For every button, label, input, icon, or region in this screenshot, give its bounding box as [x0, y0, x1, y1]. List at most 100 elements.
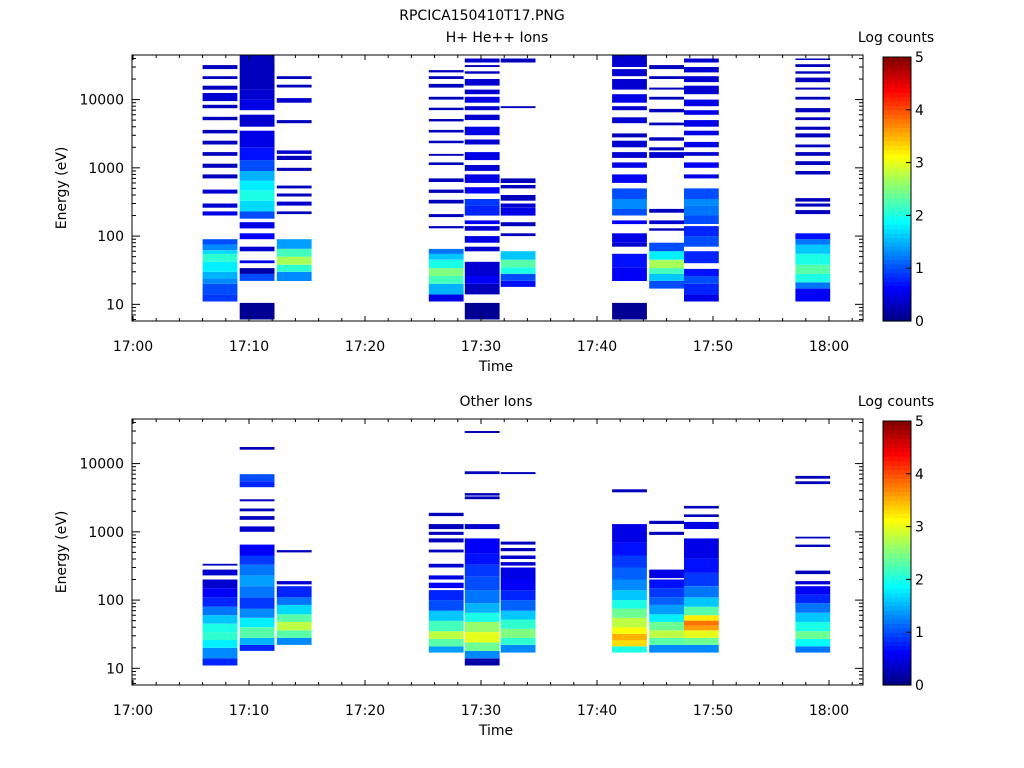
heatmap-cell: [612, 162, 647, 168]
colorbar-segment: [883, 605, 911, 611]
heatmap-cell: [795, 603, 831, 613]
heatmap-cell: [684, 606, 719, 616]
heatmap-cell: [464, 139, 500, 145]
colorbar-segment: [883, 101, 911, 106]
colorbar-segment: [883, 136, 911, 142]
colorbar-segment: [883, 241, 911, 247]
heatmap-cell: [428, 119, 464, 122]
axes: 17:00 17:10 17:20 17:30 17:40 17:50 18:00 10 100…: [79, 55, 863, 355]
heatmap-cell: [649, 122, 684, 126]
heatmap-cell: [239, 555, 275, 565]
heatmap-cell: [795, 638, 831, 647]
colorbar-segment: [883, 74, 911, 80]
heatmap-cell: [795, 288, 831, 302]
heatmap-cell: [202, 261, 238, 272]
colorbar-segment: [883, 149, 911, 155]
heatmap-cell: [612, 646, 647, 653]
heatmap-cell: [649, 259, 684, 269]
heatmap-cell: [464, 114, 500, 121]
heatmap-cell: [649, 520, 684, 524]
heatmap-cell: [612, 69, 647, 77]
colorbar-tick-label: 0: [915, 314, 924, 330]
colorbar-segment: [883, 456, 911, 462]
heatmap-cell: [202, 597, 238, 607]
heatmap-cell: [649, 137, 684, 141]
heatmap-cell: [239, 586, 275, 598]
heatmap-cell: [202, 271, 238, 279]
colorbar-segment: [883, 83, 911, 89]
colorbar-tick-label: 2: [915, 572, 924, 588]
colorbar-segment: [883, 460, 911, 466]
heatmap-cell: [202, 647, 238, 659]
heatmap-cell: [428, 129, 464, 133]
heatmap-cell: [276, 604, 312, 615]
heatmap-cell: [684, 637, 719, 645]
heatmap-cell: [239, 645, 275, 651]
heatmap-cell: [795, 133, 831, 138]
colorbar-segment: [883, 610, 911, 616]
figure-title: RPCICA150410T17.PNG: [399, 8, 564, 24]
heatmap-cell: [464, 650, 500, 659]
x-tick-label: 18:00: [809, 703, 849, 719]
heatmap-cell: [795, 233, 831, 240]
colorbar-frame: [882, 420, 912, 686]
heatmap-cell: [684, 630, 719, 638]
x-tick-label: 17:00: [113, 703, 153, 719]
heatmap-cell: [684, 268, 719, 276]
heatmap-cell: [500, 251, 536, 260]
heatmap-cell: [500, 273, 536, 281]
x-tick-label: 17:40: [577, 339, 617, 355]
heatmap-cell: [649, 228, 684, 231]
heatmap-cell: [795, 117, 831, 121]
colorbar-segment: [883, 531, 911, 536]
colorbar-segment: [883, 473, 911, 479]
heatmap-cell: [649, 637, 684, 645]
heatmap-cell: [202, 278, 238, 284]
heatmap-cell: [276, 167, 312, 171]
heatmap-cell: [649, 531, 684, 535]
heatmap-cell: [500, 472, 536, 475]
heatmap-cell: [649, 242, 684, 252]
heatmap-cell: [684, 645, 719, 653]
heatmap-cell: [239, 147, 275, 161]
heatmap-cell: [239, 89, 275, 100]
heatmap-cell: [649, 597, 684, 605]
heatmap-cell: [276, 98, 312, 103]
heatmap-cell: [684, 559, 719, 573]
heatmap-cell: [612, 608, 647, 618]
heatmap-cell: [612, 79, 647, 90]
heatmap-cell: [202, 623, 238, 633]
colorbar-segment: [883, 127, 911, 133]
colorbar-segment: [883, 145, 911, 150]
heatmap-cell: [239, 302, 275, 320]
heatmap-cell: [684, 625, 719, 631]
heatmap-cell: [428, 189, 464, 193]
colorbar-segment: [883, 224, 911, 230]
heatmap-cell: [612, 208, 647, 216]
heatmap-cell: [202, 93, 238, 102]
colorbar-segment: [883, 153, 911, 159]
colorbar-segment: [883, 285, 911, 291]
heatmap-cell: [684, 120, 719, 127]
colorbar-segment: [883, 614, 911, 620]
colorbar-segment: [883, 215, 911, 221]
heatmap-cell: [276, 201, 312, 206]
colorbar-segment: [883, 92, 911, 98]
heatmap-cell: [428, 538, 464, 543]
heatmap-cell: [684, 586, 719, 598]
heatmap-cell: [612, 253, 647, 268]
heatmap-cell: [795, 631, 831, 639]
heatmap-cell: [428, 575, 464, 580]
heatmap-cell: [500, 579, 536, 591]
heatmap-cell: [202, 615, 238, 624]
heatmap-cell: [500, 58, 536, 63]
heatmap-cell: [202, 244, 238, 251]
colorbar-segment: [883, 597, 911, 602]
colorbar-segment: [883, 438, 911, 444]
x-tick-label: 17:00: [113, 339, 153, 355]
x-tick-label: 17:50: [693, 703, 733, 719]
colorbar-segment: [883, 539, 911, 545]
heatmap-cell: [795, 244, 831, 254]
x-axis-label: Time: [478, 723, 513, 739]
heatmap-cell: [684, 174, 719, 179]
